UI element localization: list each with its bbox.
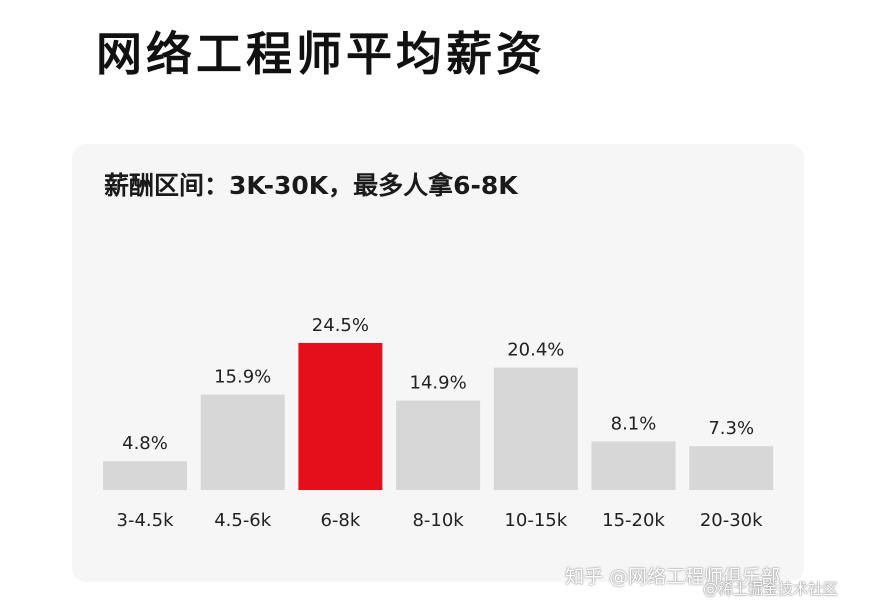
bar-10-15k <box>493 367 578 490</box>
value-label: 24.5% <box>312 315 369 336</box>
chart-card <box>72 144 804 582</box>
category-label: 8-10k <box>412 510 464 531</box>
value-label: 7.3% <box>708 418 754 439</box>
watermark-text-secondary: @稀土掘金技术社区 <box>703 580 839 598</box>
value-label: 8.1% <box>611 413 657 434</box>
value-label: 20.4% <box>507 340 564 361</box>
bar-3-4.5k <box>103 461 187 490</box>
chart-title: 薪酬区间：3K-30K，最多人拿6-8K <box>104 171 518 200</box>
bar-15-20k <box>591 441 676 490</box>
category-label: 3-4.5k <box>117 510 175 531</box>
value-label: 4.8% <box>122 433 168 454</box>
value-label: 15.9% <box>214 367 271 388</box>
watermark-text: 知乎 @网络工程师俱乐部 <box>565 566 781 588</box>
bar-6-8k <box>298 343 383 490</box>
category-label: 10-15k <box>504 510 567 531</box>
category-label: 6-8k <box>320 510 360 531</box>
bar-4.5-6k <box>200 394 285 490</box>
bar-20-30k <box>689 446 774 490</box>
category-label: 4.5-6k <box>214 510 272 531</box>
category-label: 15-20k <box>602 510 665 531</box>
category-label: 20-30k <box>700 510 763 531</box>
page-title: 网络工程师平均薪资 <box>96 27 546 81</box>
value-label: 14.9% <box>410 373 467 394</box>
bar-8-10k <box>396 400 481 490</box>
